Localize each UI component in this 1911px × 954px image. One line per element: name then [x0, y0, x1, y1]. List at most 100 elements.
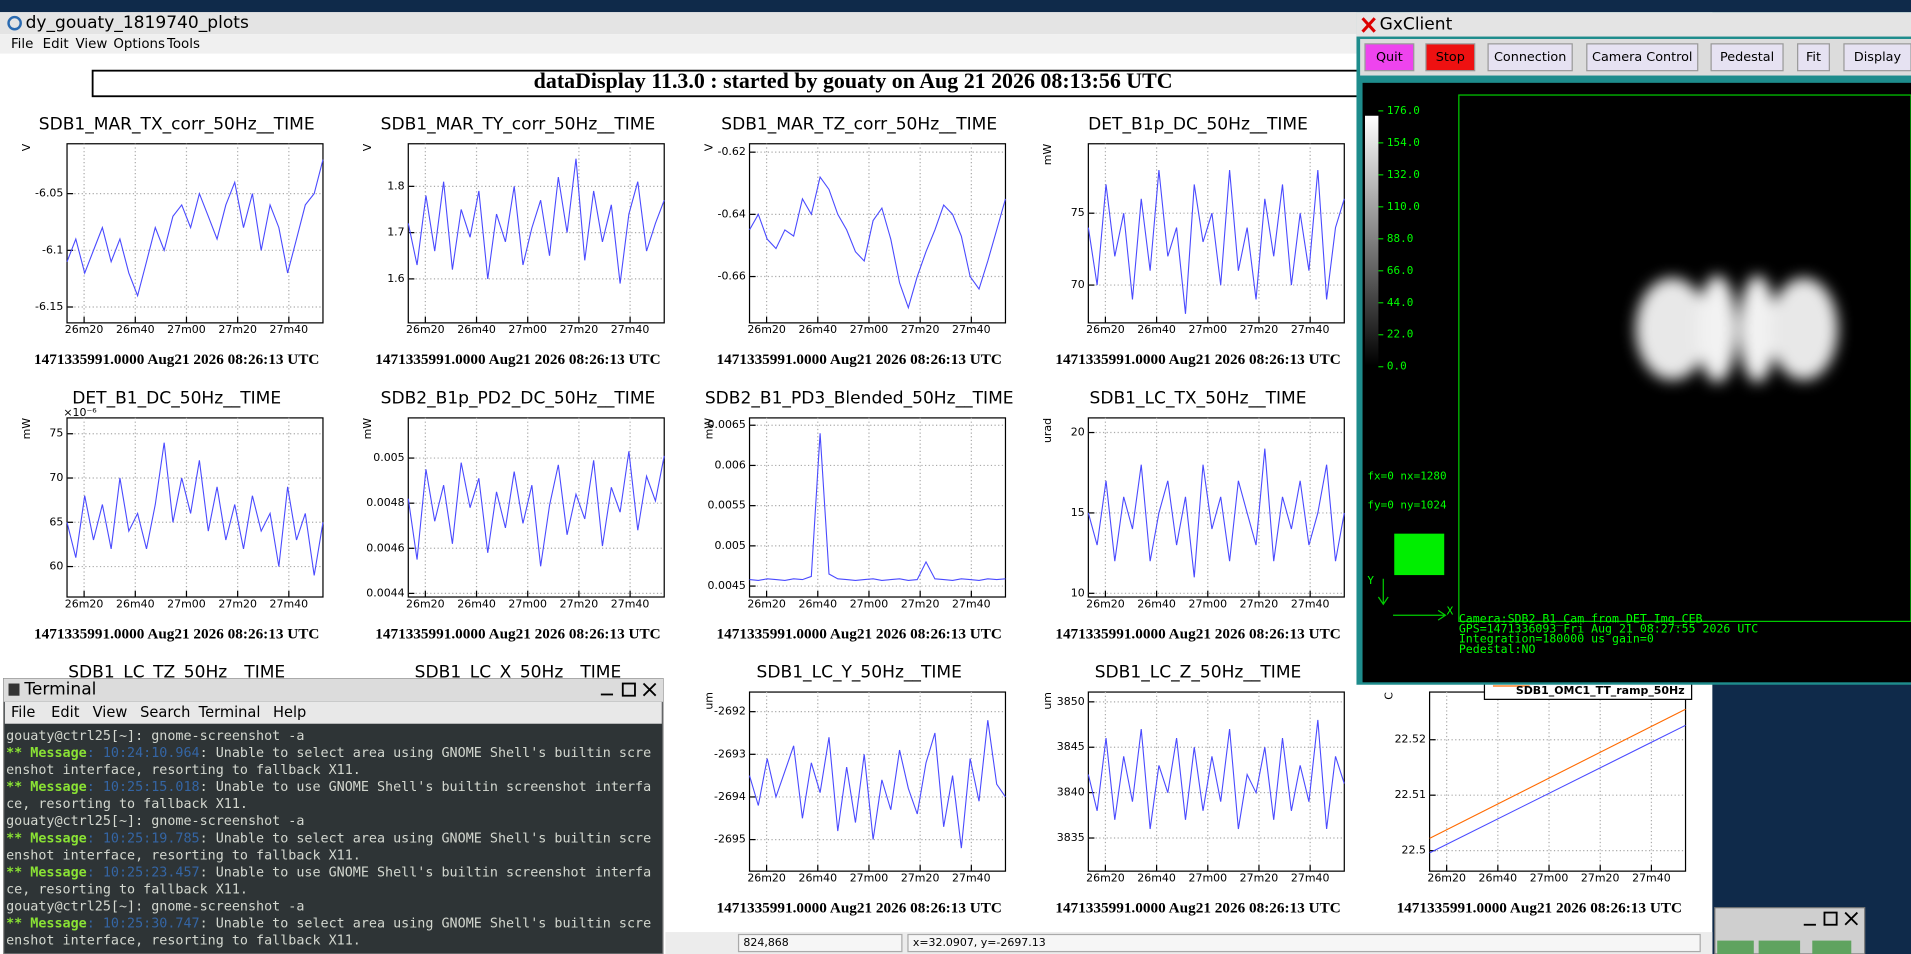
button-label[interactable]: Fit — [1806, 50, 1821, 65]
menu-item[interactable]: View — [76, 37, 108, 52]
x-tick-label: 27m20 — [901, 871, 940, 884]
toolbar-button[interactable] — [1487, 43, 1573, 72]
menu-item[interactable]: Options — [113, 37, 165, 52]
colorbar-label: 154.0 — [1387, 136, 1420, 149]
x-tick-label: 26m40 — [116, 323, 155, 336]
trace — [66, 442, 324, 576]
x-tick-label: 26m40 — [799, 871, 838, 884]
plot-title: SDB1_MAR_TY_corr_50Hz__TIME — [381, 114, 656, 134]
plot-footer: 1471335991.0000 Aug21 2026 08:26:13 UTC — [375, 625, 660, 642]
gxclient-window: GxClient Quit Stop Connection Camera Contro… — [1356, 12, 1911, 685]
y-tick-label: -0.64 — [718, 207, 746, 220]
roi-marker — [1394, 533, 1445, 576]
menu-item[interactable]: Terminal — [198, 704, 261, 721]
colorbar-label: 22.0 — [1387, 328, 1413, 341]
x-tick-label: 27m20 — [218, 323, 257, 336]
trace — [407, 158, 665, 284]
terminal-text: gouaty@ctrl25[~]: gnome-screenshot -a — [6, 814, 304, 829]
menu-item[interactable]: Edit — [43, 37, 69, 52]
toolbar-button[interactable] — [1843, 43, 1911, 72]
camera-info: fy=0 ny=1024 — [1367, 499, 1447, 512]
terminal-line: ** Message: 10:25:30.747: Unable to sele… — [6, 917, 651, 932]
menu-item[interactable]: Edit — [51, 704, 80, 721]
toolbar-button[interactable] — [1425, 43, 1476, 72]
button-label[interactable]: Camera Control — [1592, 50, 1692, 65]
button[interactable] — [1812, 940, 1852, 954]
y-tick-label: -6.15 — [35, 300, 63, 313]
y-tick-label: 1.8 — [387, 179, 404, 192]
button-label[interactable]: Pedestal — [1720, 50, 1774, 65]
plot-footer: 1471335991.0000 Aug21 2026 08:26:13 UTC — [717, 625, 1002, 642]
x-tick-label: 26m20 — [1427, 871, 1466, 884]
trace — [1429, 724, 1686, 854]
x-tick-label: 27m00 — [1189, 323, 1228, 336]
small-window — [1714, 907, 1866, 954]
trace — [749, 720, 1006, 849]
button-label[interactable]: Stop — [1436, 50, 1465, 65]
x-tick-label: 26m40 — [799, 323, 838, 336]
terminal-line: enshot interface, resorting to fallback … — [6, 848, 361, 863]
button-label[interactable]: Connection — [1494, 50, 1566, 65]
plot-title: DET_B1p_DC_50Hz__TIME — [1088, 114, 1308, 134]
trace — [1087, 170, 1345, 314]
plot-title: SDB2_B1p_PD2_DC_50Hz__TIME — [381, 388, 656, 408]
plot-frame — [1087, 417, 1345, 598]
toolbar-button[interactable] — [1710, 43, 1784, 72]
y-tick-label: 1.7 — [387, 226, 404, 239]
app-icon — [7, 15, 22, 31]
maximize-button[interactable] — [621, 682, 636, 697]
terminal-text: gouaty@ctrl25[~]: gnome-screenshot -a — [6, 899, 304, 914]
button[interactable] — [1758, 940, 1801, 954]
toolbar-button[interactable] — [1797, 43, 1830, 72]
x-tick-label: 27m00 — [167, 597, 206, 610]
x-tick-label: 27m00 — [1189, 597, 1228, 610]
colorbar-label: 66.0 — [1387, 264, 1413, 277]
menu-item[interactable]: View — [93, 704, 128, 721]
x-tick-label: 27m00 — [850, 323, 889, 336]
terminal-text: enshot interface, resorting to fallback … — [6, 763, 361, 778]
y-tick-label: 3850 — [1057, 695, 1085, 708]
x-tick-label: 27m40 — [1632, 871, 1671, 884]
plot-footer: 1471335991.0000 Aug21 2026 08:26:13 UTC — [34, 625, 319, 642]
menu-item[interactable]: Search — [140, 704, 190, 721]
close-button[interactable] — [642, 682, 657, 697]
maximize-button[interactable] — [1823, 911, 1838, 926]
terminal-line: ** Message: 10:25:23.457: Unable to use … — [6, 865, 651, 880]
close-button[interactable] — [1844, 911, 1859, 926]
y-tick-label: 20 — [1071, 426, 1085, 439]
button-label[interactable]: Display — [1854, 50, 1902, 65]
menu-item[interactable]: File — [11, 37, 33, 52]
status-field — [737, 933, 903, 953]
button[interactable] — [1717, 940, 1754, 954]
plot-footer: 1471335991.0000 Aug21 2026 08:26:13 UTC — [1055, 351, 1340, 368]
menu-item[interactable]: File — [11, 704, 35, 721]
trace — [1087, 719, 1345, 830]
banner-box — [91, 69, 1362, 98]
x-tick-label: 26m20 — [65, 323, 104, 336]
message-tag: ** Message — [6, 831, 87, 846]
x-tick-label: 26m40 — [1137, 871, 1176, 884]
y-tick-label: 0.0045 — [708, 579, 746, 592]
y-tick-label: 0.005 — [373, 451, 404, 464]
x-tick-label: 27m20 — [1581, 871, 1620, 884]
y-tick-label: 22.51 — [1395, 788, 1426, 801]
button-label[interactable]: Quit — [1376, 50, 1403, 65]
menu-item[interactable]: Help — [273, 704, 306, 721]
menu-item[interactable]: Tools — [166, 37, 200, 52]
plot-title: DET_B1_DC_50Hz__TIME — [72, 388, 281, 408]
y-tick-label: 0.0065 — [708, 418, 746, 431]
toolbar-button[interactable] — [1364, 43, 1415, 72]
plot-frame — [1428, 691, 1687, 872]
x-tick-label: 26m20 — [747, 871, 786, 884]
app-icon — [1361, 17, 1376, 33]
y-tick-label: -6.05 — [35, 187, 63, 200]
x-tick-label: 26m40 — [799, 597, 838, 610]
camera-caption: Integration=180000 us gain=0 — [1459, 632, 1654, 646]
plot-frame — [66, 143, 324, 324]
toolbar-button[interactable] — [1586, 43, 1699, 72]
terminal-text: : Unable to select area using GNOME Shel… — [200, 917, 652, 932]
x-tick-label: 27m00 — [850, 597, 889, 610]
terminal-text: : Unable to use GNOME Shell's builtin sc… — [200, 780, 652, 795]
